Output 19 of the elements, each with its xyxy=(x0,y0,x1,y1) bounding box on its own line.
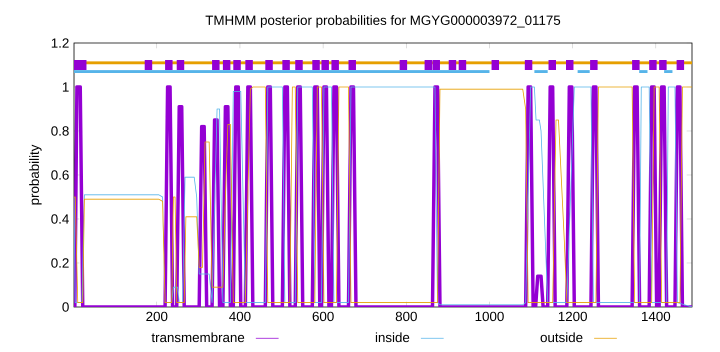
legend-label: transmembrane xyxy=(152,332,244,342)
x-tick-label: 1400 xyxy=(642,312,670,322)
y-tick-label: 0.8 xyxy=(51,126,69,136)
x-tick-label: 1000 xyxy=(476,312,504,322)
y-tick-label: 0.6 xyxy=(51,170,69,180)
x-tick-label: 800 xyxy=(396,312,417,322)
y-tick-label: 0.2 xyxy=(51,258,69,268)
y-tick-label: 1.2 xyxy=(52,38,69,48)
legend-label: outside xyxy=(540,332,582,342)
chart-title: TMHMM posterior probabilities for MGYG000003972_01175 xyxy=(206,15,560,28)
y-tick-label: 1 xyxy=(62,82,69,92)
x-tick-label: 200 xyxy=(146,312,168,322)
x-tick-label: 600 xyxy=(312,312,334,322)
x-tick-label: 400 xyxy=(229,312,251,322)
y-axis-title: probability xyxy=(29,144,42,205)
x-tick-label: 1200 xyxy=(558,312,587,322)
legend-label: inside xyxy=(376,332,410,342)
y-tick-label: 0 xyxy=(62,302,69,312)
y-tick-label: 0.4 xyxy=(51,214,69,224)
